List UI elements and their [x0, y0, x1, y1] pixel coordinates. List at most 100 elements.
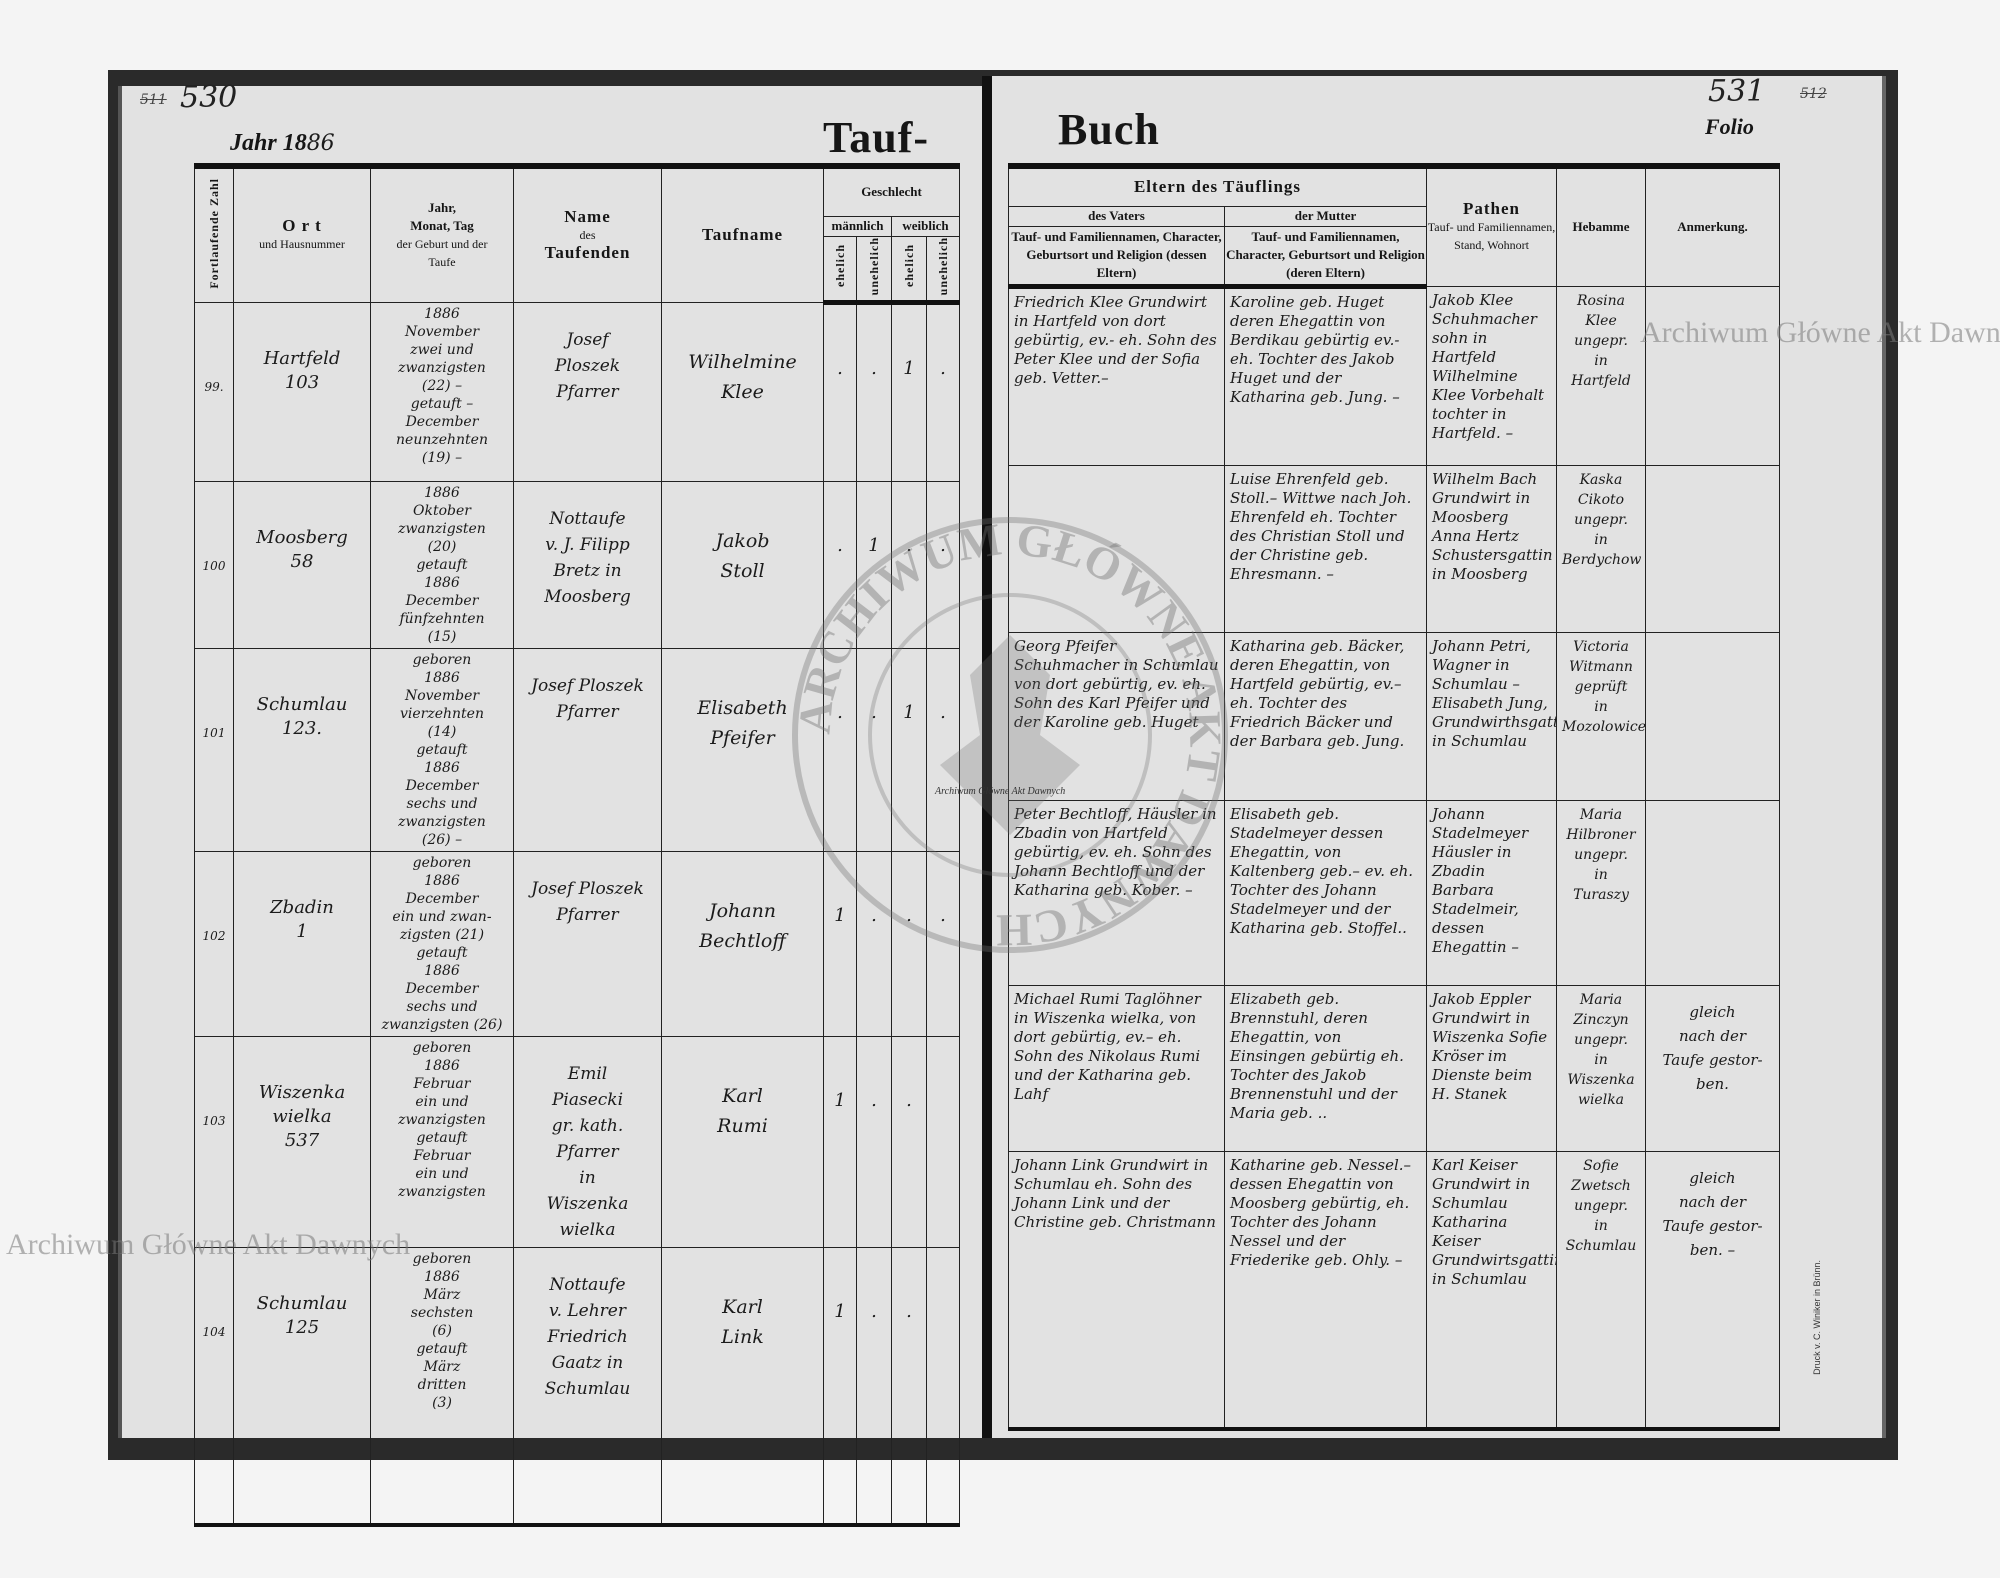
- entry-godparents: Johann Stadelmeyer Häusler in Zbadin Bar…: [1426, 799, 1557, 986]
- entry-mother: Elisabeth geb. Stadelmeyer dessen Ehegat…: [1224, 799, 1427, 986]
- entry-number: 103: [194, 1035, 234, 1248]
- entry-gender-m-ehelich: .: [823, 480, 857, 649]
- table-row: 104 Schumlau 125 geboren 1886 März sechste…: [194, 1246, 961, 1526]
- entry-number: 102: [194, 850, 234, 1037]
- header-m-unehelich: unehelich: [856, 235, 892, 305]
- entry-number: 101: [194, 647, 234, 852]
- entry-remark: [1645, 285, 1780, 466]
- entry-midwife: Maria Zinczyn ungepr. in Wiszenka wielka: [1556, 984, 1646, 1152]
- entry-number-text: 104: [202, 1324, 226, 1339]
- entry-gender-w-unehelich: [925, 1246, 961, 1526]
- register-table-left: Fortlaufende Zahl O r t und Hausnummer Ja…: [194, 163, 961, 1528]
- entry-gender-m-ehelich: 1: [823, 850, 857, 1037]
- entry-baptismal-name: Wilhelmine Klee: [661, 301, 824, 482]
- table-row: Michael Rumi Taglöhner in Wiszenka wielk…: [1008, 984, 1780, 1152]
- entry-gender-m-ehelich-text: 1: [834, 904, 846, 926]
- entry-father-text: [1010, 466, 1224, 474]
- watermark-center: Archiwum Główne Akt Dawnych: [935, 786, 1066, 797]
- entry-remark: gleich nach der Taufe gestor- ben.: [1645, 984, 1780, 1152]
- entry-mother-text: Luise Ehrenfeld geb. Stoll.– Wittwe nach…: [1230, 469, 1412, 583]
- header-ort: O r t und Hausnummer: [233, 165, 371, 303]
- entry-baptizer: Josef Ploszek Pfarrer: [513, 850, 662, 1037]
- entry-father: Michael Rumi Taglöhner in Wiszenka wielk…: [1008, 984, 1225, 1152]
- entry-baptizer-text: Josef Ploszek Pfarrer: [554, 329, 621, 402]
- entry-gender-m-ehelich: 1: [823, 1246, 857, 1526]
- header-eltern: Eltern des Täuflings: [1008, 165, 1427, 207]
- header-w-unehelich: unehelich: [925, 235, 961, 305]
- table-row: Friedrich Klee Grundwirt in Hartfeld von…: [1008, 285, 1780, 466]
- header-geschlecht: Geschlecht: [822, 165, 961, 217]
- entry-dates: geboren 1886 März sechsten (6) getauft M…: [370, 1246, 514, 1526]
- entry-gender-w-ehelich-text: .: [906, 534, 912, 556]
- entry-dates-text: geboren 1886 December ein und zwan- zigs…: [381, 854, 503, 1033]
- entry-midwife: Kaska Cikoto ungepr. in Berdychow: [1556, 464, 1646, 633]
- entry-baptismal-name-text: Karl Link: [721, 1295, 764, 1348]
- entry-father: [1008, 464, 1225, 633]
- entry-gender-w-ehelich: .: [891, 1246, 927, 1526]
- entry-gender-w-ehelich-text: .: [906, 904, 912, 926]
- entry-gender-m-unehelich-text: .: [871, 701, 877, 723]
- entry-place: Zbadin 1: [233, 850, 371, 1037]
- book-gutter: [982, 76, 992, 1438]
- entry-baptismal-name: Karl Link: [661, 1246, 824, 1526]
- entry-father-text: Johann Link Grundwirt in Schumlau eh. So…: [1014, 1155, 1216, 1231]
- entry-father-text: Michael Rumi Taglöhner in Wiszenka wielk…: [1014, 989, 1201, 1103]
- entry-midwife: Sofie Zwetsch ungepr. in Schumlau: [1556, 1150, 1646, 1430]
- entry-baptizer: Emil Piasecki gr. kath. Pfarrer in Wisze…: [513, 1035, 662, 1248]
- entry-mother: Luise Ehrenfeld geb. Stoll.– Wittwe nach…: [1224, 464, 1427, 633]
- entry-place-text: Hartfeld 103: [263, 347, 341, 393]
- entry-remark-text: [1647, 811, 1779, 819]
- entry-gender-w-unehelich-text: .: [940, 357, 946, 379]
- entry-gender-w-ehelich-text: 1: [903, 357, 915, 379]
- table-row: 101 Schumlau 123. geboren 1886 November vi…: [194, 647, 961, 852]
- entry-baptismal-name: Karl Rumi: [661, 1035, 824, 1248]
- year-handwritten: 86: [306, 131, 335, 156]
- entry-godparents: Johann Petri, Wagner in Schumlau – Elisa…: [1426, 631, 1557, 801]
- entry-baptizer: Josef Ploszek Pfarrer: [513, 647, 662, 852]
- header-vater: des Vaters: [1008, 205, 1225, 227]
- table-row: Peter Bechtloff, Häusler in Zbadin von H…: [1008, 799, 1780, 986]
- table-row: 102 Zbadin 1 geboren 1886 December ein und…: [194, 850, 961, 1037]
- entry-dates: 1886 November zwei und zwanzigsten (22) …: [370, 301, 514, 482]
- entry-remark: gleich nach der Taufe gestor- ben. –: [1645, 1150, 1780, 1430]
- entry-gender-w-unehelich: .: [925, 850, 961, 1037]
- entry-dates-text: 1886 Oktober zwanzigsten (20) getauft 18…: [398, 484, 486, 645]
- entry-gender-w-ehelich: .: [891, 850, 927, 1037]
- entry-gender-m-unehelich: .: [856, 1246, 892, 1526]
- table-row: 100 Moosberg 58 1886 Oktober zwanzigsten (…: [194, 480, 961, 649]
- entry-baptismal-name: Elisabeth Pfeifer: [661, 647, 824, 852]
- watermark-bottom-left: Archiwum Główne Akt Dawnych: [6, 1228, 411, 1261]
- entry-remark-text: gleich nach der Taufe gestor- ben.: [1662, 1002, 1763, 1093]
- title-buch: Buch: [1058, 105, 1160, 154]
- entry-godparents: Karl Keiser Grundwirt in Schumlau Kathar…: [1426, 1150, 1557, 1430]
- entry-place: Wiszenka wielka 537: [233, 1035, 371, 1248]
- header-mutter: der Mutter: [1224, 205, 1427, 227]
- entry-number-text: 102: [202, 928, 226, 943]
- entry-gender-w-unehelich: .: [925, 480, 961, 649]
- entry-place: Schumlau 125: [233, 1246, 371, 1526]
- entry-gender-w-unehelich-text: [928, 1087, 959, 1095]
- header-vater-desc: Tauf- und Familiennamen, Character, Gebu…: [1008, 225, 1225, 289]
- entry-remark: [1645, 464, 1780, 633]
- entry-baptizer-text: Josef Ploszek Pfarrer: [531, 878, 644, 925]
- entry-place-text: Schumlau 125: [256, 1292, 348, 1338]
- entry-gender-w-unehelich-text: .: [940, 534, 946, 556]
- entry-midwife-text: Maria Zinczyn ungepr. in Wiszenka wielka: [1567, 991, 1635, 1108]
- entry-number: 104: [194, 1246, 234, 1526]
- header-taufname: Taufname: [661, 165, 824, 303]
- entry-godparents-text: Johann Petri, Wagner in Schumlau – Elisa…: [1432, 636, 1556, 750]
- header-date: Jahr, Monat, Tag der Geburt und der Taufe: [370, 165, 514, 303]
- entry-gender-w-ehelich: 1: [891, 647, 927, 852]
- entry-place: Moosberg 58: [233, 480, 371, 649]
- entry-remark: [1645, 799, 1780, 986]
- table-row: 99. Hartfeld 103 1886 November zwei und zw…: [194, 301, 961, 482]
- entry-mother-text: Katharine geb. Nessel.– dessen Ehegattin…: [1230, 1155, 1412, 1269]
- entry-midwife-text: Maria Hilbroner ungepr. in Turaszy: [1566, 806, 1636, 903]
- entry-gender-m-ehelich: .: [823, 301, 857, 482]
- entry-gender-m-ehelich-text: 1: [834, 1300, 846, 1322]
- entry-gender-w-ehelich-text: .: [906, 1300, 912, 1322]
- entry-gender-w-ehelich: .: [891, 1035, 927, 1248]
- entry-number-text: 101: [202, 725, 226, 740]
- entry-gender-m-unehelich-text: .: [871, 1089, 877, 1111]
- old-page-number-right: 512: [1800, 86, 1827, 102]
